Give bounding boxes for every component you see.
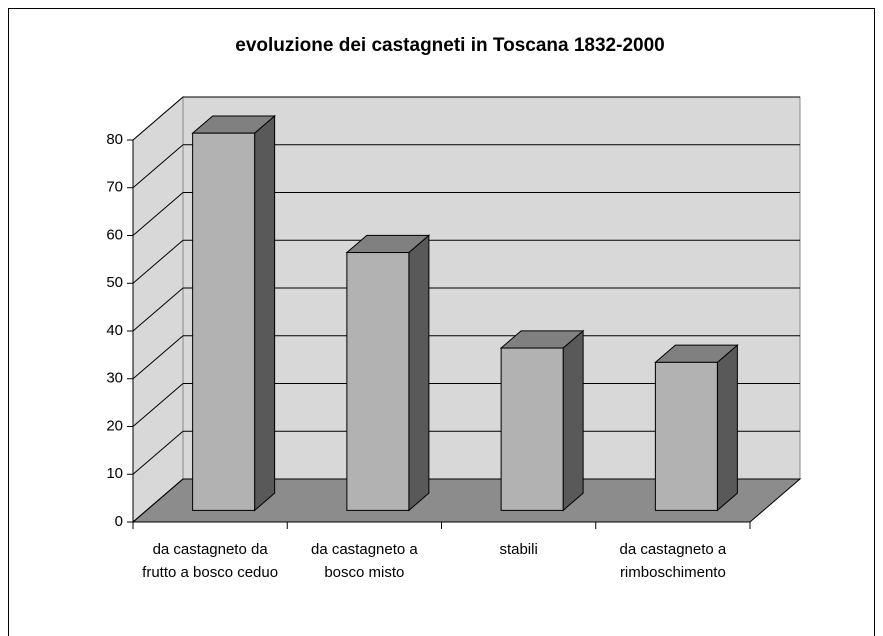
y-tick-label: 80 <box>106 131 123 148</box>
grid-line <box>132 383 184 427</box>
y-tick-label: 50 <box>106 274 123 291</box>
y-tick-label: 40 <box>106 322 123 339</box>
x-tick-label: da castagneto a rimboschimento <box>619 541 727 581</box>
grid-line <box>132 335 184 380</box>
bar <box>192 132 256 511</box>
bar-side <box>254 114 276 512</box>
y-tick-label: 10 <box>106 465 123 482</box>
bar-side <box>562 329 584 512</box>
x-tick-label: da castagneto a bosco misto <box>310 541 418 581</box>
y-tick-label: 20 <box>106 417 123 434</box>
grid-line <box>132 287 184 332</box>
bar-side <box>408 234 430 512</box>
y-tick-label: 0 <box>115 513 123 530</box>
bar-side <box>716 344 738 512</box>
x-tick-label: stabili <box>499 541 538 558</box>
grid-line <box>132 478 184 523</box>
grid-line <box>132 192 184 236</box>
grid-line <box>132 430 184 475</box>
bar <box>346 252 410 511</box>
y-tick-label: 60 <box>106 226 123 243</box>
x-tick-label: da castagneto da frutto a bosco ceduo <box>142 541 279 581</box>
y-tick-label: 70 <box>106 179 123 196</box>
bar <box>500 347 564 511</box>
grid-line <box>132 96 184 141</box>
chart-title: evoluzione dei castagneti in Toscana 183… <box>235 35 664 56</box>
y-tick-label: 30 <box>106 370 123 387</box>
grid-line <box>132 144 184 189</box>
bar <box>654 361 718 511</box>
grid-line <box>132 239 184 284</box>
